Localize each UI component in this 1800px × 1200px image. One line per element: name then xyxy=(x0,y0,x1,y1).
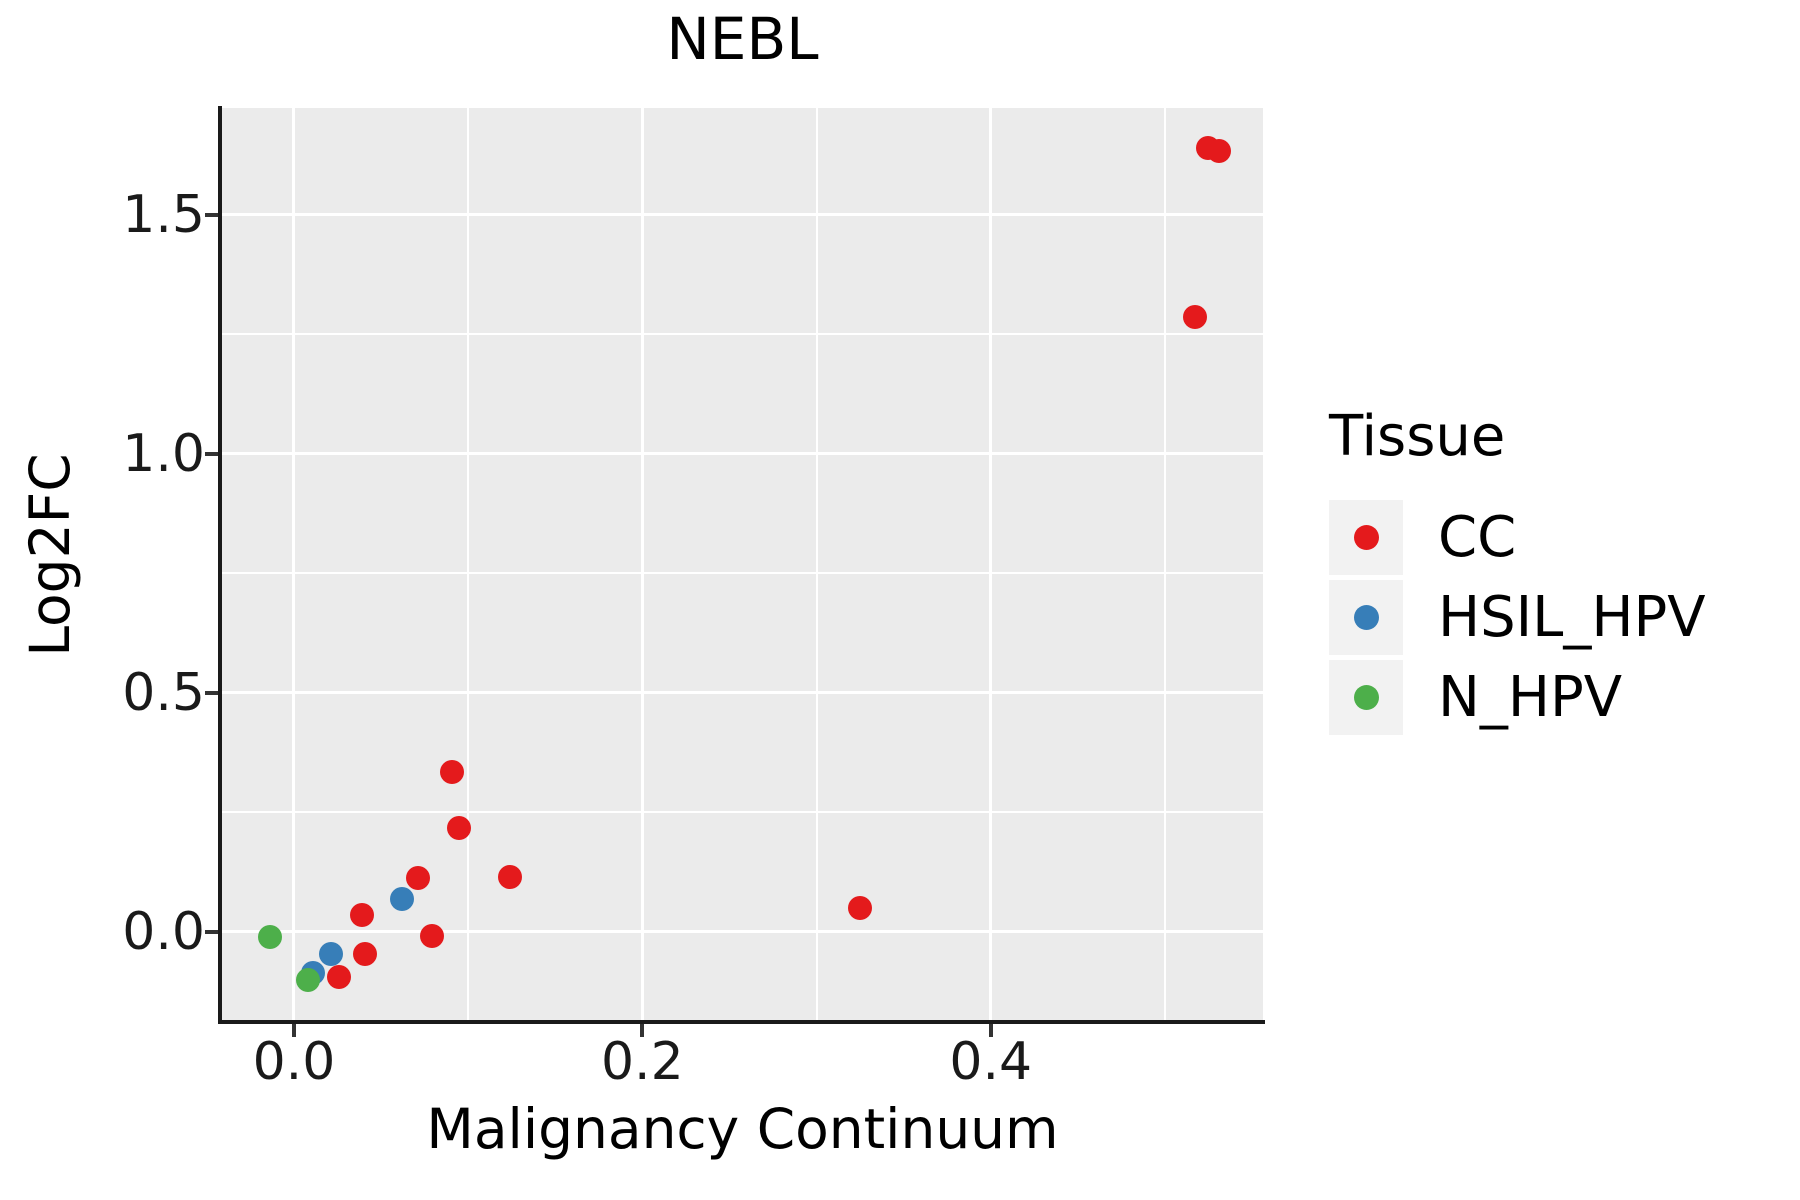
y-tick-label: 0.0 xyxy=(122,901,205,962)
y-tick xyxy=(205,212,218,217)
legend-entry-hsil_hpv: HSIL_HPV xyxy=(1329,580,1706,655)
y-axis-line xyxy=(218,106,222,1024)
y-tick xyxy=(205,929,218,934)
data-point-cc xyxy=(1206,139,1231,164)
legend-entry-cc: CC xyxy=(1329,500,1706,575)
y-minor-gridline xyxy=(222,333,1263,336)
x-minor-gridline xyxy=(1163,108,1166,1020)
legend-entry-n_hpv: N_HPV xyxy=(1329,660,1706,735)
x-tick-label: 0.0 xyxy=(252,1032,336,1092)
y-tick xyxy=(205,690,218,695)
plot-area xyxy=(222,108,1263,1020)
data-point-cc xyxy=(1182,304,1207,329)
x-major-gridline xyxy=(640,108,644,1020)
data-point-cc xyxy=(848,896,873,921)
legend-dot-n_hpv xyxy=(1353,685,1379,710)
y-axis-title: Log2FC xyxy=(18,453,82,657)
data-point-cc xyxy=(419,923,444,948)
x-tick-label: 0.2 xyxy=(600,1032,684,1092)
x-tick xyxy=(291,1024,296,1037)
x-major-gridline xyxy=(989,108,993,1020)
x-axis-line xyxy=(218,1020,1265,1024)
y-tick-label: 1.5 xyxy=(122,184,205,245)
legend-entries: CC HSIL_HPV N_HPV xyxy=(1329,500,1706,735)
data-point-n_hpv xyxy=(295,967,320,992)
y-minor-gridline xyxy=(222,811,1263,814)
data-point-cc xyxy=(440,759,465,784)
data-point-cc xyxy=(497,864,522,889)
y-major-gridline xyxy=(222,691,1263,695)
legend-key xyxy=(1329,660,1403,735)
x-axis-title: Malignancy Continuum xyxy=(426,1097,1059,1161)
x-minor-gridline xyxy=(815,108,818,1020)
legend-label: HSIL_HPV xyxy=(1438,584,1706,650)
data-point-cc xyxy=(327,965,352,990)
data-point-cc xyxy=(447,816,472,841)
data-point-cc xyxy=(405,865,430,890)
data-point-cc xyxy=(353,941,378,966)
x-tick-label: 0.4 xyxy=(949,1032,1033,1092)
legend: Tissue CC HSIL_HPV N_HPV xyxy=(1329,404,1706,740)
data-point-hsil_hpv xyxy=(389,887,414,912)
y-minor-gridline xyxy=(222,572,1263,575)
y-major-gridline xyxy=(222,930,1263,934)
x-tick xyxy=(988,1024,993,1037)
x-major-gridline xyxy=(292,108,296,1020)
legend-dot-hsil_hpv xyxy=(1353,605,1379,630)
x-tick xyxy=(640,1024,645,1037)
legend-key xyxy=(1329,500,1403,575)
legend-key xyxy=(1329,580,1403,655)
legend-title: Tissue xyxy=(1329,404,1506,469)
chart-title: NEBL xyxy=(666,5,819,73)
data-point-cc xyxy=(349,903,374,928)
legend-dot-cc xyxy=(1353,525,1379,550)
y-tick-label: 0.5 xyxy=(122,662,205,723)
legend-label: N_HPV xyxy=(1438,664,1623,730)
y-tick xyxy=(205,451,218,456)
y-tick-label: 1.0 xyxy=(122,423,205,484)
legend-label: CC xyxy=(1438,504,1517,570)
y-major-gridline xyxy=(222,213,1263,217)
data-point-hsil_hpv xyxy=(318,941,343,966)
data-point-n_hpv xyxy=(257,924,282,949)
y-major-gridline xyxy=(222,452,1263,456)
x-minor-gridline xyxy=(467,108,470,1020)
